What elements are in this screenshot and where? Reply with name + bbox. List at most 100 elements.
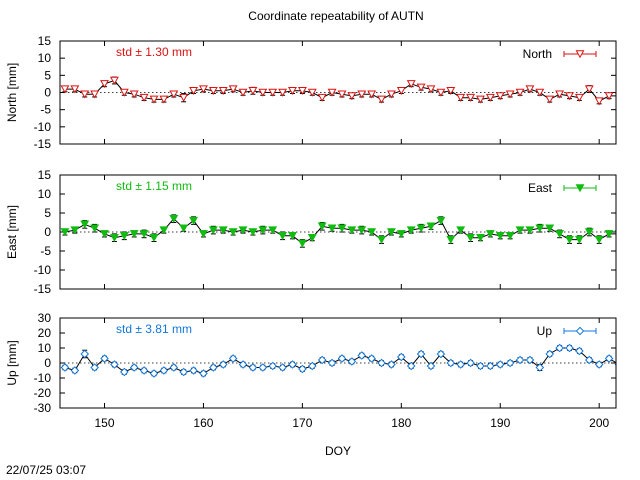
data-point <box>288 360 297 369</box>
data-point <box>119 232 129 241</box>
data-point <box>386 90 396 99</box>
data-point <box>228 354 238 363</box>
data-point <box>495 232 505 241</box>
data-point <box>60 228 70 237</box>
data-point <box>139 230 149 239</box>
x-tick-label: 180 <box>391 416 411 430</box>
data-point <box>416 83 426 92</box>
data-point <box>584 85 594 94</box>
data-point <box>406 361 416 371</box>
data-point <box>90 224 100 233</box>
y-tick-label: -15 <box>34 282 52 296</box>
data-point <box>416 349 426 359</box>
plot-frame <box>59 40 617 145</box>
data-point <box>179 367 188 377</box>
data-point <box>189 216 199 225</box>
data-point <box>515 355 525 365</box>
data-point <box>278 363 287 372</box>
y-tick-label: 5 <box>44 206 51 220</box>
data-point <box>594 97 604 106</box>
data-point <box>70 226 80 235</box>
y-tick-label: 20 <box>38 326 52 340</box>
data-point <box>574 93 584 102</box>
data-point <box>248 87 258 96</box>
data-point <box>298 364 307 374</box>
data-point <box>456 93 466 102</box>
data-point <box>476 95 485 104</box>
figure-title: Coordinate repeatability of AUTN <box>248 9 423 23</box>
data-point <box>545 95 555 104</box>
data-point <box>60 363 70 372</box>
data-point <box>426 85 436 94</box>
data-point <box>278 88 288 97</box>
data-point <box>495 92 505 101</box>
data-point <box>456 360 465 369</box>
data-point <box>505 90 515 99</box>
data-point <box>535 363 545 372</box>
data-point <box>347 226 357 235</box>
y-tick-label: 10 <box>38 187 52 201</box>
data-point <box>169 214 179 223</box>
y-axis-label: Up [mm] <box>5 340 19 385</box>
data-point <box>149 233 159 242</box>
panel-north: -15 -10 -5 0 5 10 15 North [mm] std ± 1.30 mm Nor… <box>5 34 617 151</box>
data-point <box>199 369 208 378</box>
data-point <box>258 88 268 97</box>
data-point <box>466 93 476 102</box>
x-tick-label: 160 <box>193 416 213 430</box>
y-tick-label: -5 <box>40 103 51 117</box>
data-point <box>327 88 337 97</box>
timestamp-label: 22/07/25 03:07 <box>6 463 86 477</box>
data-point <box>129 363 139 372</box>
data-point <box>297 239 307 248</box>
data-point <box>495 360 505 369</box>
data-point <box>100 80 109 89</box>
data-point <box>238 226 248 235</box>
data-point <box>189 87 199 96</box>
data-point <box>209 363 218 372</box>
data-point <box>367 228 377 237</box>
y-tick-label: 0 <box>44 356 51 370</box>
data-point <box>485 93 495 102</box>
data-point <box>288 87 297 96</box>
y-tick-label: 0 <box>44 225 51 239</box>
data-point <box>80 220 90 229</box>
data-point <box>149 369 159 378</box>
data-point <box>169 363 179 372</box>
data-point <box>109 76 119 85</box>
data-point <box>248 363 258 372</box>
y-tick-label: 15 <box>38 168 52 182</box>
data-point <box>129 90 139 99</box>
series-north <box>60 76 616 106</box>
data-point <box>406 226 416 235</box>
data-point <box>396 87 406 96</box>
data-point <box>159 226 169 235</box>
legend-label: North <box>523 47 552 61</box>
data-point <box>584 228 594 237</box>
data-point <box>604 230 614 239</box>
data-point <box>545 224 555 233</box>
data-point <box>357 90 367 99</box>
legend-label: East <box>528 181 553 195</box>
data-point <box>555 90 565 99</box>
legend-marker <box>575 50 585 59</box>
data-point <box>604 354 614 363</box>
data-point <box>574 235 584 244</box>
data-point <box>297 87 307 96</box>
data-point <box>446 87 456 96</box>
data-point <box>139 93 149 102</box>
data-point <box>347 92 357 101</box>
data-point <box>327 358 337 368</box>
data-point <box>337 90 347 99</box>
data-point <box>110 360 119 369</box>
data-point <box>129 230 139 239</box>
data-point <box>565 343 574 353</box>
data-point <box>555 343 564 353</box>
data-point <box>258 226 268 235</box>
data-point <box>555 230 565 239</box>
data-point <box>426 361 436 371</box>
y-tick-label: -10 <box>34 371 52 385</box>
y-tick-label: 10 <box>38 341 52 355</box>
data-point <box>347 357 357 366</box>
data-point <box>258 363 268 372</box>
